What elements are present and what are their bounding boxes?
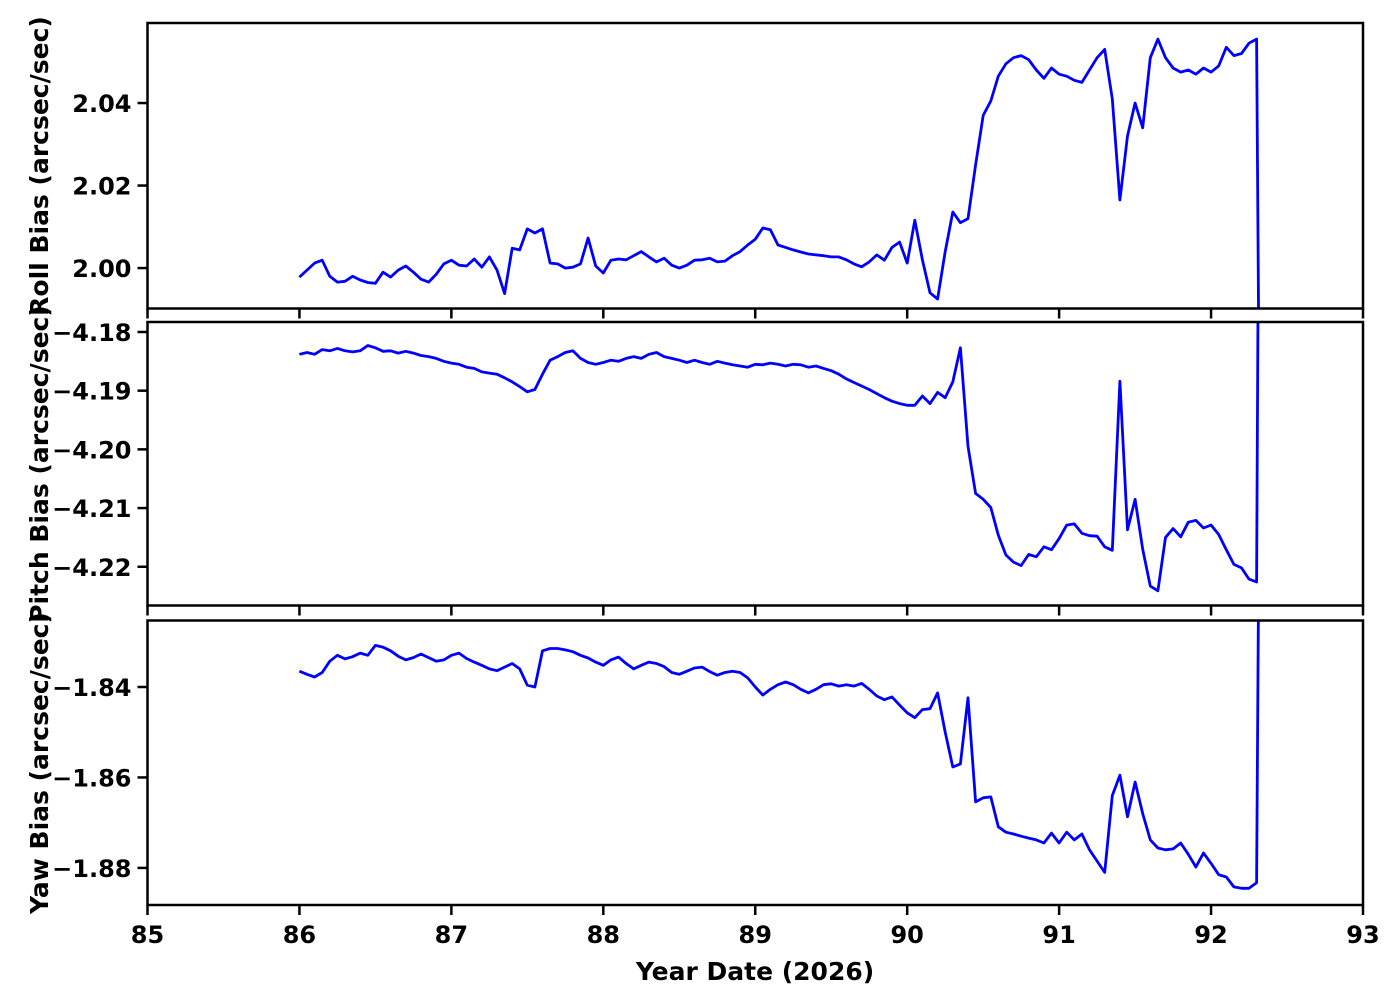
x-tick-label: 89 [739, 921, 772, 949]
y-tick-label: 2.02 [72, 173, 131, 201]
yaw-bias-panel: −1.84 −1.86 −1.88 85 86 87 88 89 90 91 92 93 [52, 619, 1380, 949]
x-tick-label: 91 [1042, 921, 1075, 949]
y-tick-label: −1.88 [52, 855, 131, 883]
y-tick-label: −1.86 [52, 764, 131, 792]
x-tick-label: 88 [587, 921, 620, 949]
y-tick-label: 2.00 [72, 255, 131, 283]
axes-frame [146, 21, 1365, 310]
roll-bias-panel: 2.00 2.02 2.04 [72, 21, 1365, 319]
y-tick-label: −4.22 [52, 554, 131, 582]
x-tick-label: 93 [1346, 921, 1379, 949]
x-tick-label: 90 [890, 921, 923, 949]
y-tick-label: −4.19 [52, 378, 131, 406]
data-line-series [298, 37, 1260, 309]
data-line-series [299, 322, 1260, 593]
y-tick-label: −1.84 [52, 674, 131, 702]
y-tick-label: −4.21 [52, 495, 131, 523]
x-tick-label: 86 [283, 921, 316, 949]
x-tick-label: 85 [131, 921, 164, 949]
y-tick-label: −4.20 [52, 436, 131, 464]
y-axis-label-pitch: Pitch Bias (arcsec/sec) [25, 305, 54, 623]
y-axis-label-yaw: Yaw Bias (arcsec/sec) [25, 612, 54, 915]
data-line-series [298, 620, 1260, 890]
x-axis-label: Year Date (2026) [635, 957, 874, 986]
y-tick-label: −4.18 [52, 319, 131, 347]
x-tick-label: 92 [1194, 921, 1227, 949]
x-tick-label: 87 [435, 921, 468, 949]
pitch-bias-panel: −4.18 −4.19 −4.20 −4.21 −4.22 [52, 319, 1365, 616]
y-axis-label-roll: Roll Bias (arcsec/sec) [25, 16, 54, 316]
y-tick-label: 2.04 [72, 90, 131, 118]
